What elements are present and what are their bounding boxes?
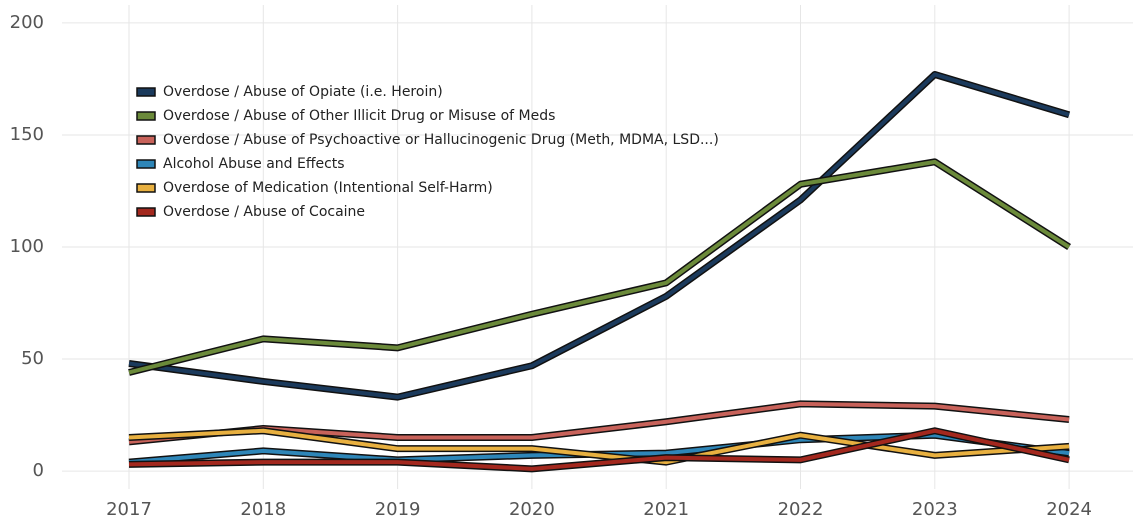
line — [128, 428, 1070, 471]
legend-label: Overdose / Abuse of Psychoactive or Hall… — [163, 132, 719, 148]
y-tick-label: 150 — [10, 124, 44, 145]
legend-label: Overdose of Medication (Intentional Self… — [163, 180, 493, 196]
x-tick-label: 2024 — [1046, 499, 1092, 520]
x-tick-label: 2021 — [643, 499, 689, 520]
y-tick-label: 0 — [33, 460, 44, 481]
y-tick-label: 50 — [21, 348, 44, 369]
x-tick-label: 2017 — [106, 499, 152, 520]
line — [128, 72, 1070, 400]
legend-label: Alcohol Abuse and Effects — [163, 156, 345, 172]
legend-label: Overdose / Abuse of Cocaine — [163, 204, 365, 220]
y-tick-label: 100 — [10, 236, 44, 257]
y-tick-label: 200 — [10, 12, 44, 33]
legend-swatch — [136, 135, 156, 145]
legend-label: Overdose / Abuse of Other Illicit Drug o… — [163, 108, 555, 124]
x-tick-label: 2020 — [509, 499, 555, 520]
line — [128, 428, 1070, 465]
x-tick-label: 2018 — [240, 499, 286, 520]
line — [128, 159, 1071, 375]
x-tick-label: 2022 — [778, 499, 824, 520]
legend-swatch — [136, 159, 156, 169]
legend-swatch — [136, 183, 156, 193]
legend-swatch — [136, 87, 156, 97]
line — [128, 401, 1070, 444]
legend-label: Overdose / Abuse of Opiate (i.e. Heroin) — [163, 84, 443, 100]
x-tick-label: 2023 — [912, 499, 958, 520]
legend-swatch — [136, 207, 156, 217]
legend-swatch — [136, 111, 156, 121]
x-tick-label: 2019 — [375, 499, 421, 520]
